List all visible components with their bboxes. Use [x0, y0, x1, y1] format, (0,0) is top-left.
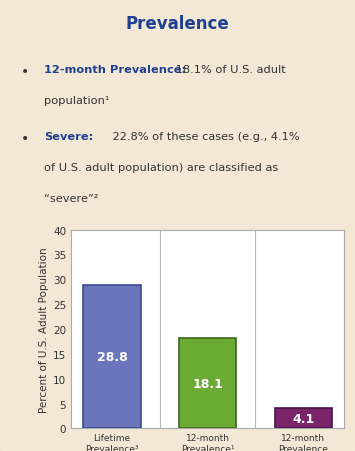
Text: •: •: [21, 131, 29, 145]
Text: 18.1% of U.S. adult: 18.1% of U.S. adult: [173, 65, 286, 75]
Text: •: •: [21, 65, 29, 79]
Y-axis label: Percent of U.S. Adult Population: Percent of U.S. Adult Population: [39, 247, 49, 412]
Bar: [274, 408, 332, 428]
Text: 28.8: 28.8: [97, 350, 127, 364]
Text: 22.8% of these cases (e.g., 4.1%: 22.8% of these cases (e.g., 4.1%: [109, 131, 300, 142]
Text: Severe:: Severe:: [44, 131, 93, 142]
Text: population¹: population¹: [44, 96, 109, 106]
Bar: [179, 339, 236, 428]
Text: of U.S. adult population) are classified as: of U.S. adult population) are classified…: [44, 162, 278, 173]
Text: Prevalence: Prevalence: [126, 15, 229, 33]
Text: “severe”²: “severe”²: [44, 193, 98, 204]
Text: 18.1: 18.1: [192, 377, 223, 390]
Text: 12-month Prevalence:: 12-month Prevalence:: [44, 65, 186, 75]
Bar: [83, 285, 141, 428]
Text: 4.1: 4.1: [292, 412, 315, 425]
